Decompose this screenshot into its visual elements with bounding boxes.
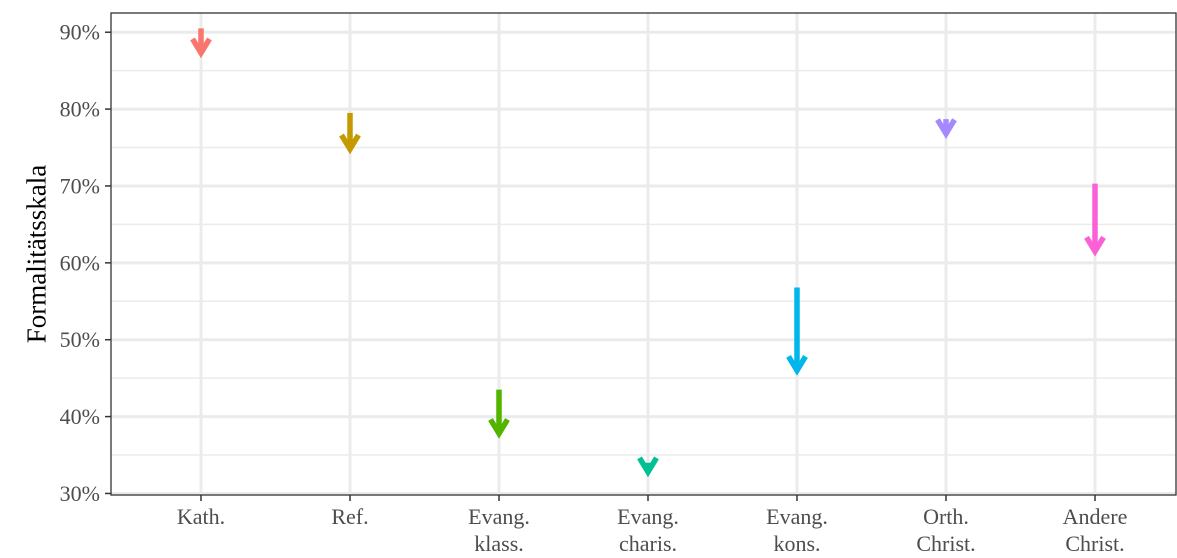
- y-tick-label: 60%: [60, 250, 100, 275]
- arrow: [1084, 183, 1106, 257]
- arrow: [339, 112, 361, 155]
- x-tick-label: Evang. kons.: [766, 504, 828, 556]
- y-tick-label: 70%: [60, 173, 100, 198]
- y-tick-label: 50%: [60, 327, 100, 352]
- y-tick-label: 30%: [60, 481, 100, 506]
- arrow: [935, 118, 957, 139]
- x-tick-label: Evang. charis.: [617, 504, 679, 556]
- arrow-head: [786, 355, 808, 376]
- arrow-head: [488, 418, 510, 439]
- gridlines: [111, 13, 1176, 495]
- x-tick-label: Andere Christ.: [1063, 504, 1128, 556]
- arrow: [786, 287, 808, 376]
- y-tick-label: 90%: [60, 20, 100, 45]
- arrow-head: [935, 118, 957, 139]
- arrow: [637, 456, 659, 478]
- x-axis: Kath. Ref. Evang. klass. Evang. charis. Evang.…: [177, 495, 1128, 556]
- x-tick-label: Ref.: [331, 504, 368, 529]
- arrow-head: [637, 456, 659, 478]
- y-tick-label: 40%: [60, 404, 100, 429]
- x-tick-label: Evang. klass.: [468, 504, 530, 556]
- panel-border: [110, 12, 1177, 496]
- arrow: [190, 28, 212, 59]
- arrow-head: [190, 37, 212, 59]
- y-tick-label: 80%: [60, 97, 100, 122]
- x-tick-label: Kath.: [177, 504, 225, 529]
- x-tick-label: Orth. Christ.: [916, 504, 975, 556]
- arrows: [190, 28, 1106, 478]
- y-axis: 30% 40% 50% 60% 70% 80% 90%: [60, 20, 111, 506]
- arrow-head: [339, 133, 361, 155]
- arrow-head: [1084, 235, 1106, 257]
- arrow: [488, 389, 510, 439]
- y-axis-title: Formalitätsskala: [21, 165, 51, 343]
